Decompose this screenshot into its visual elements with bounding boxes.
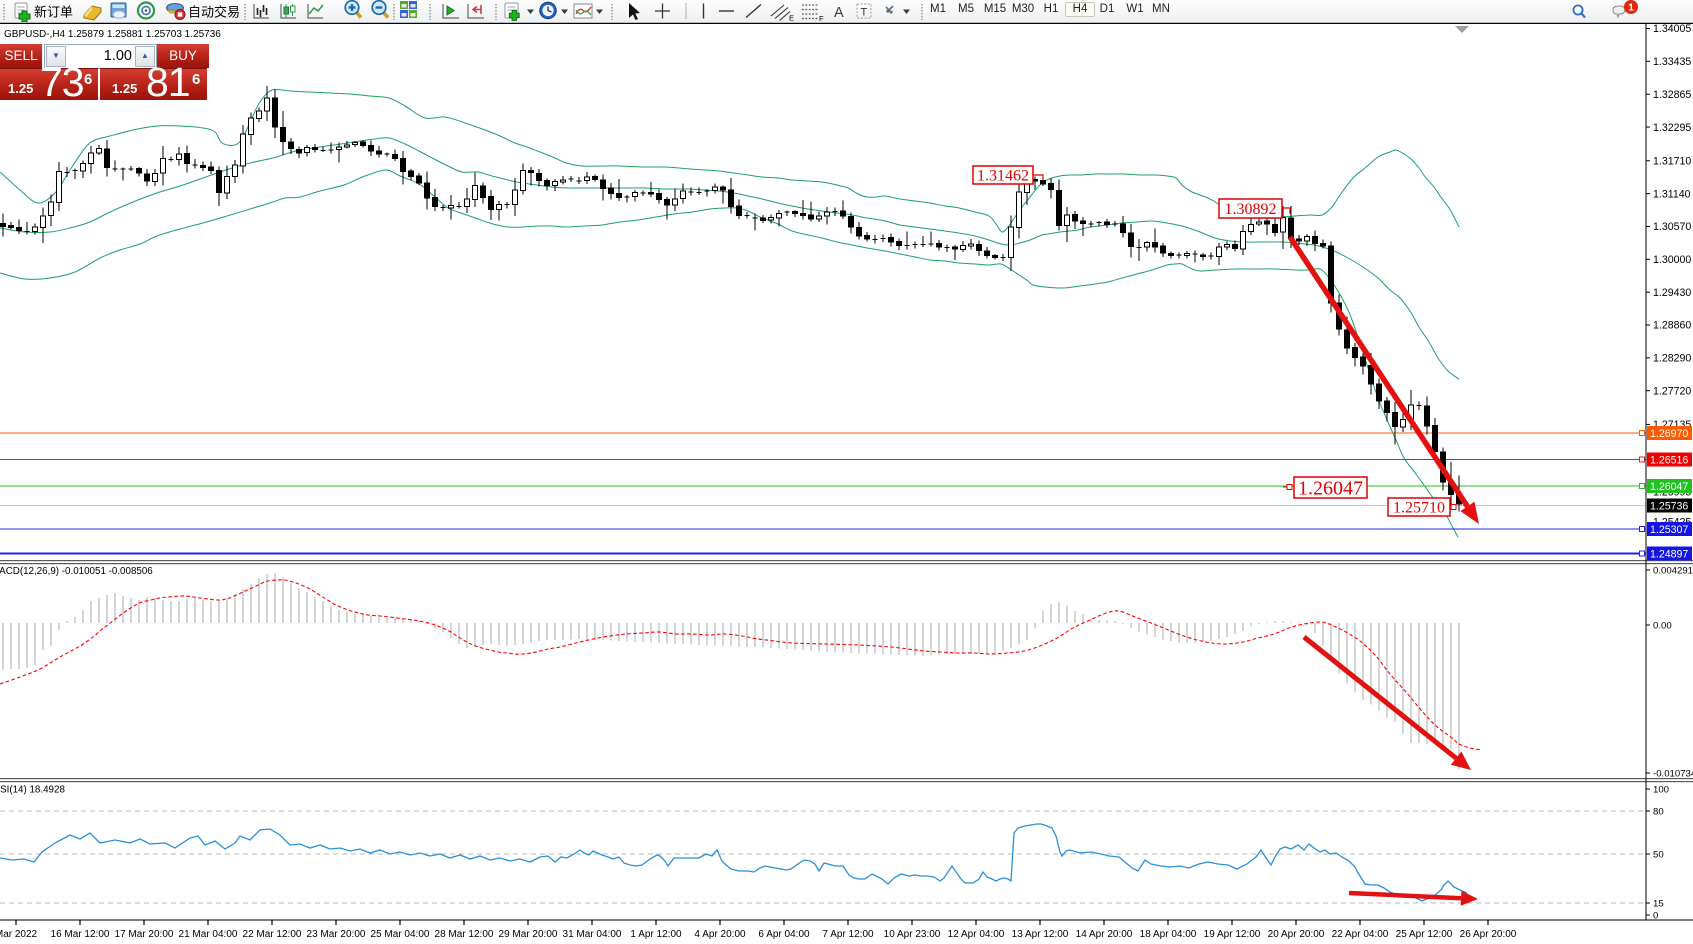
svg-text:25 Apr 12:00: 25 Apr 12:00 xyxy=(1396,929,1453,940)
svg-text:50: 50 xyxy=(1653,849,1664,860)
svg-text:0: 0 xyxy=(1653,910,1658,921)
svg-text:-0.010734: -0.010734 xyxy=(1653,768,1693,779)
svg-text:23 Mar 20:00: 23 Mar 20:00 xyxy=(307,929,366,940)
svg-text:A: A xyxy=(834,5,844,21)
svg-text:1.31140: 1.31140 xyxy=(1653,188,1691,200)
svg-text:10 Apr 23:00: 10 Apr 23:00 xyxy=(884,929,941,940)
svg-text:25 Mar 04:00: 25 Mar 04:00 xyxy=(371,929,430,940)
svg-text:1.30000: 1.30000 xyxy=(1653,254,1691,266)
svg-text:26 Apr 20:00: 26 Apr 20:00 xyxy=(1460,929,1517,940)
svg-text:1.27720: 1.27720 xyxy=(1653,385,1691,397)
svg-text:18 Apr 04:00: 18 Apr 04:00 xyxy=(1140,929,1197,940)
svg-text:0.00: 0.00 xyxy=(1653,620,1672,631)
svg-text:13 Apr 12:00: 13 Apr 12:00 xyxy=(1012,929,1069,940)
svg-text:1: 1 xyxy=(1628,3,1634,14)
svg-text:1.29430: 1.29430 xyxy=(1653,287,1691,299)
svg-text:MACD(12,26,9) -0.010051 -0.008: MACD(12,26,9) -0.010051 -0.008506 xyxy=(0,566,153,577)
svg-text:29 Mar 20:00: 29 Mar 20:00 xyxy=(499,929,558,940)
svg-text:100: 100 xyxy=(1653,784,1669,795)
svg-text:1.32295: 1.32295 xyxy=(1653,122,1691,134)
svg-text:16 Mar 12:00: 16 Mar 12:00 xyxy=(51,929,110,940)
svg-text:22 Mar 12:00: 22 Mar 12:00 xyxy=(243,929,302,940)
svg-text:Mar 2022: Mar 2022 xyxy=(0,929,38,940)
svg-text:1.24897: 1.24897 xyxy=(1650,549,1688,561)
svg-text:1.25307: 1.25307 xyxy=(1650,524,1688,536)
svg-text:22 Apr 04:00: 22 Apr 04:00 xyxy=(1332,929,1389,940)
svg-text:1.26516: 1.26516 xyxy=(1650,455,1688,467)
svg-text:1.30892: 1.30892 xyxy=(1225,201,1277,218)
svg-text:1.25736: 1.25736 xyxy=(1650,501,1688,513)
svg-text:1.33435: 1.33435 xyxy=(1653,56,1691,68)
svg-text:0.004291: 0.004291 xyxy=(1653,565,1693,576)
svg-text:E: E xyxy=(789,14,794,23)
svg-text:80: 80 xyxy=(1653,806,1664,817)
svg-text:1.30570: 1.30570 xyxy=(1653,221,1691,233)
svg-text:1 Apr 12:00: 1 Apr 12:00 xyxy=(630,929,682,940)
svg-text:1.31462: 1.31462 xyxy=(977,168,1029,185)
svg-text:1.28860: 1.28860 xyxy=(1653,320,1691,332)
svg-text:14 Apr 20:00: 14 Apr 20:00 xyxy=(1076,929,1133,940)
svg-text:21 Mar 04:00: 21 Mar 04:00 xyxy=(179,929,238,940)
svg-text:1.32865: 1.32865 xyxy=(1653,89,1691,101)
svg-text:20 Apr 20:00: 20 Apr 20:00 xyxy=(1268,929,1325,940)
svg-text:自动交易: 自动交易 xyxy=(188,5,240,20)
svg-text:28 Mar 12:00: 28 Mar 12:00 xyxy=(435,929,494,940)
svg-text:7 Apr 12:00: 7 Apr 12:00 xyxy=(822,929,874,940)
svg-text:1.28290: 1.28290 xyxy=(1653,353,1691,365)
svg-text:19 Apr 12:00: 19 Apr 12:00 xyxy=(1204,929,1261,940)
svg-text:31 Mar 04:00: 31 Mar 04:00 xyxy=(563,929,622,940)
svg-text:1.25710: 1.25710 xyxy=(1393,500,1445,517)
svg-text:6 Apr 04:00: 6 Apr 04:00 xyxy=(758,929,810,940)
svg-text:1.31710: 1.31710 xyxy=(1653,155,1691,167)
svg-text:新订单: 新订单 xyxy=(34,5,73,20)
svg-text:1.34005: 1.34005 xyxy=(1653,23,1691,35)
svg-text:15: 15 xyxy=(1653,898,1664,909)
svg-text:GBPUSD-,H4 1.25879 1.25881 1.: GBPUSD-,H4 1.25879 1.25881 1.25703 1.257… xyxy=(4,29,221,40)
svg-text:1.26047: 1.26047 xyxy=(1650,481,1688,493)
svg-text:1.26970: 1.26970 xyxy=(1650,428,1688,440)
svg-text:17 Mar 20:00: 17 Mar 20:00 xyxy=(115,929,174,940)
svg-text:F: F xyxy=(819,14,824,22)
svg-text:12 Apr 04:00: 12 Apr 04:00 xyxy=(948,929,1005,940)
svg-text:1.26047: 1.26047 xyxy=(1298,478,1363,500)
svg-text:RSI(14) 18.4928: RSI(14) 18.4928 xyxy=(0,785,65,796)
svg-text:4 Apr 20:00: 4 Apr 20:00 xyxy=(694,929,746,940)
svg-text:T: T xyxy=(861,7,868,19)
